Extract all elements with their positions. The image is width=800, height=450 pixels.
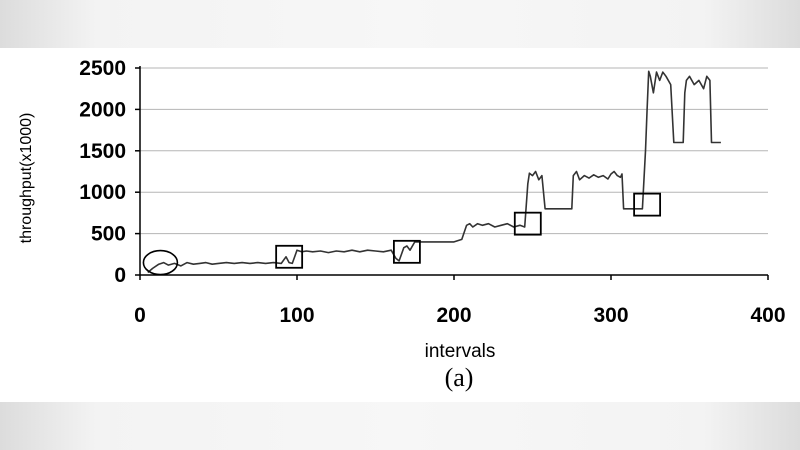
y-tick-label: 1000 — [79, 181, 126, 204]
y-tick-label: 1500 — [79, 140, 126, 163]
y-tick-label: 2000 — [79, 98, 126, 121]
y-tick-label: 2500 — [79, 57, 126, 80]
annotation-square — [275, 244, 304, 269]
series-line — [147, 70, 721, 274]
y-tick-label: 0 — [114, 264, 126, 287]
annotations-group — [142, 192, 662, 276]
x-tick-labels: 0 100 200 300 400 — [134, 304, 785, 327]
annotation-ellipse — [142, 249, 179, 276]
axes — [135, 66, 769, 280]
grid-lines — [140, 67, 768, 235]
annotation-square — [513, 211, 542, 236]
y-tick-label: 500 — [91, 223, 126, 246]
x-axis-label: intervals — [425, 341, 496, 362]
top-band — [0, 0, 800, 48]
x-tick-label: 100 — [279, 304, 314, 327]
figure-caption: (a) — [445, 363, 474, 392]
series-group — [147, 70, 721, 274]
y-tick-labels: 0 500 1000 1500 2000 2500 — [79, 57, 126, 287]
x-tick-label: 300 — [593, 304, 628, 327]
annotation-square — [633, 192, 662, 217]
bottom-band — [0, 402, 800, 450]
annotation-square — [392, 239, 421, 264]
x-tick-label: 0 — [134, 304, 146, 327]
y-axis-label: throughput(x1000) — [18, 113, 35, 244]
x-tick-label: 200 — [436, 304, 471, 327]
x-tick-label: 400 — [750, 304, 785, 327]
